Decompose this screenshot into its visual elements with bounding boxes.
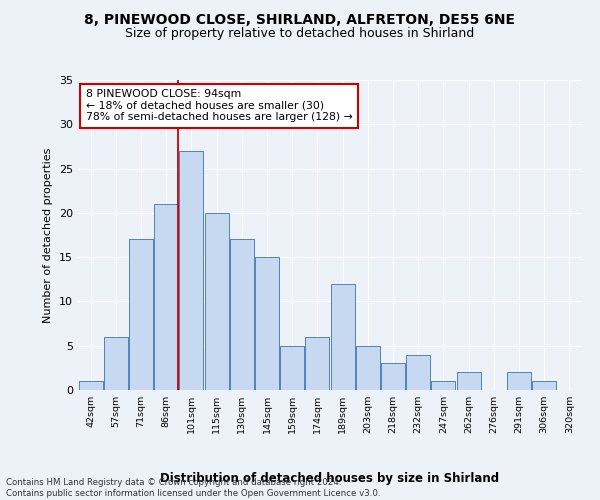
Bar bbox=[280, 346, 304, 390]
Bar bbox=[532, 381, 556, 390]
Bar bbox=[179, 151, 203, 390]
Text: Contains HM Land Registry data © Crown copyright and database right 2024.
Contai: Contains HM Land Registry data © Crown c… bbox=[6, 478, 380, 498]
Text: 8, PINEWOOD CLOSE, SHIRLAND, ALFRETON, DE55 6NE: 8, PINEWOOD CLOSE, SHIRLAND, ALFRETON, D… bbox=[85, 12, 515, 26]
Bar bbox=[381, 364, 405, 390]
Bar bbox=[230, 240, 254, 390]
X-axis label: Distribution of detached houses by size in Shirland: Distribution of detached houses by size … bbox=[160, 472, 500, 485]
Bar bbox=[431, 381, 455, 390]
Bar bbox=[331, 284, 355, 390]
Bar bbox=[129, 240, 153, 390]
Bar bbox=[305, 337, 329, 390]
Bar bbox=[507, 372, 531, 390]
Bar bbox=[79, 381, 103, 390]
Bar bbox=[255, 257, 279, 390]
Bar bbox=[154, 204, 178, 390]
Bar bbox=[104, 337, 128, 390]
Bar bbox=[457, 372, 481, 390]
Text: 8 PINEWOOD CLOSE: 94sqm
← 18% of detached houses are smaller (30)
78% of semi-de: 8 PINEWOOD CLOSE: 94sqm ← 18% of detache… bbox=[86, 90, 352, 122]
Bar bbox=[205, 213, 229, 390]
Bar bbox=[406, 354, 430, 390]
Y-axis label: Number of detached properties: Number of detached properties bbox=[43, 148, 53, 322]
Bar bbox=[356, 346, 380, 390]
Text: Size of property relative to detached houses in Shirland: Size of property relative to detached ho… bbox=[125, 28, 475, 40]
